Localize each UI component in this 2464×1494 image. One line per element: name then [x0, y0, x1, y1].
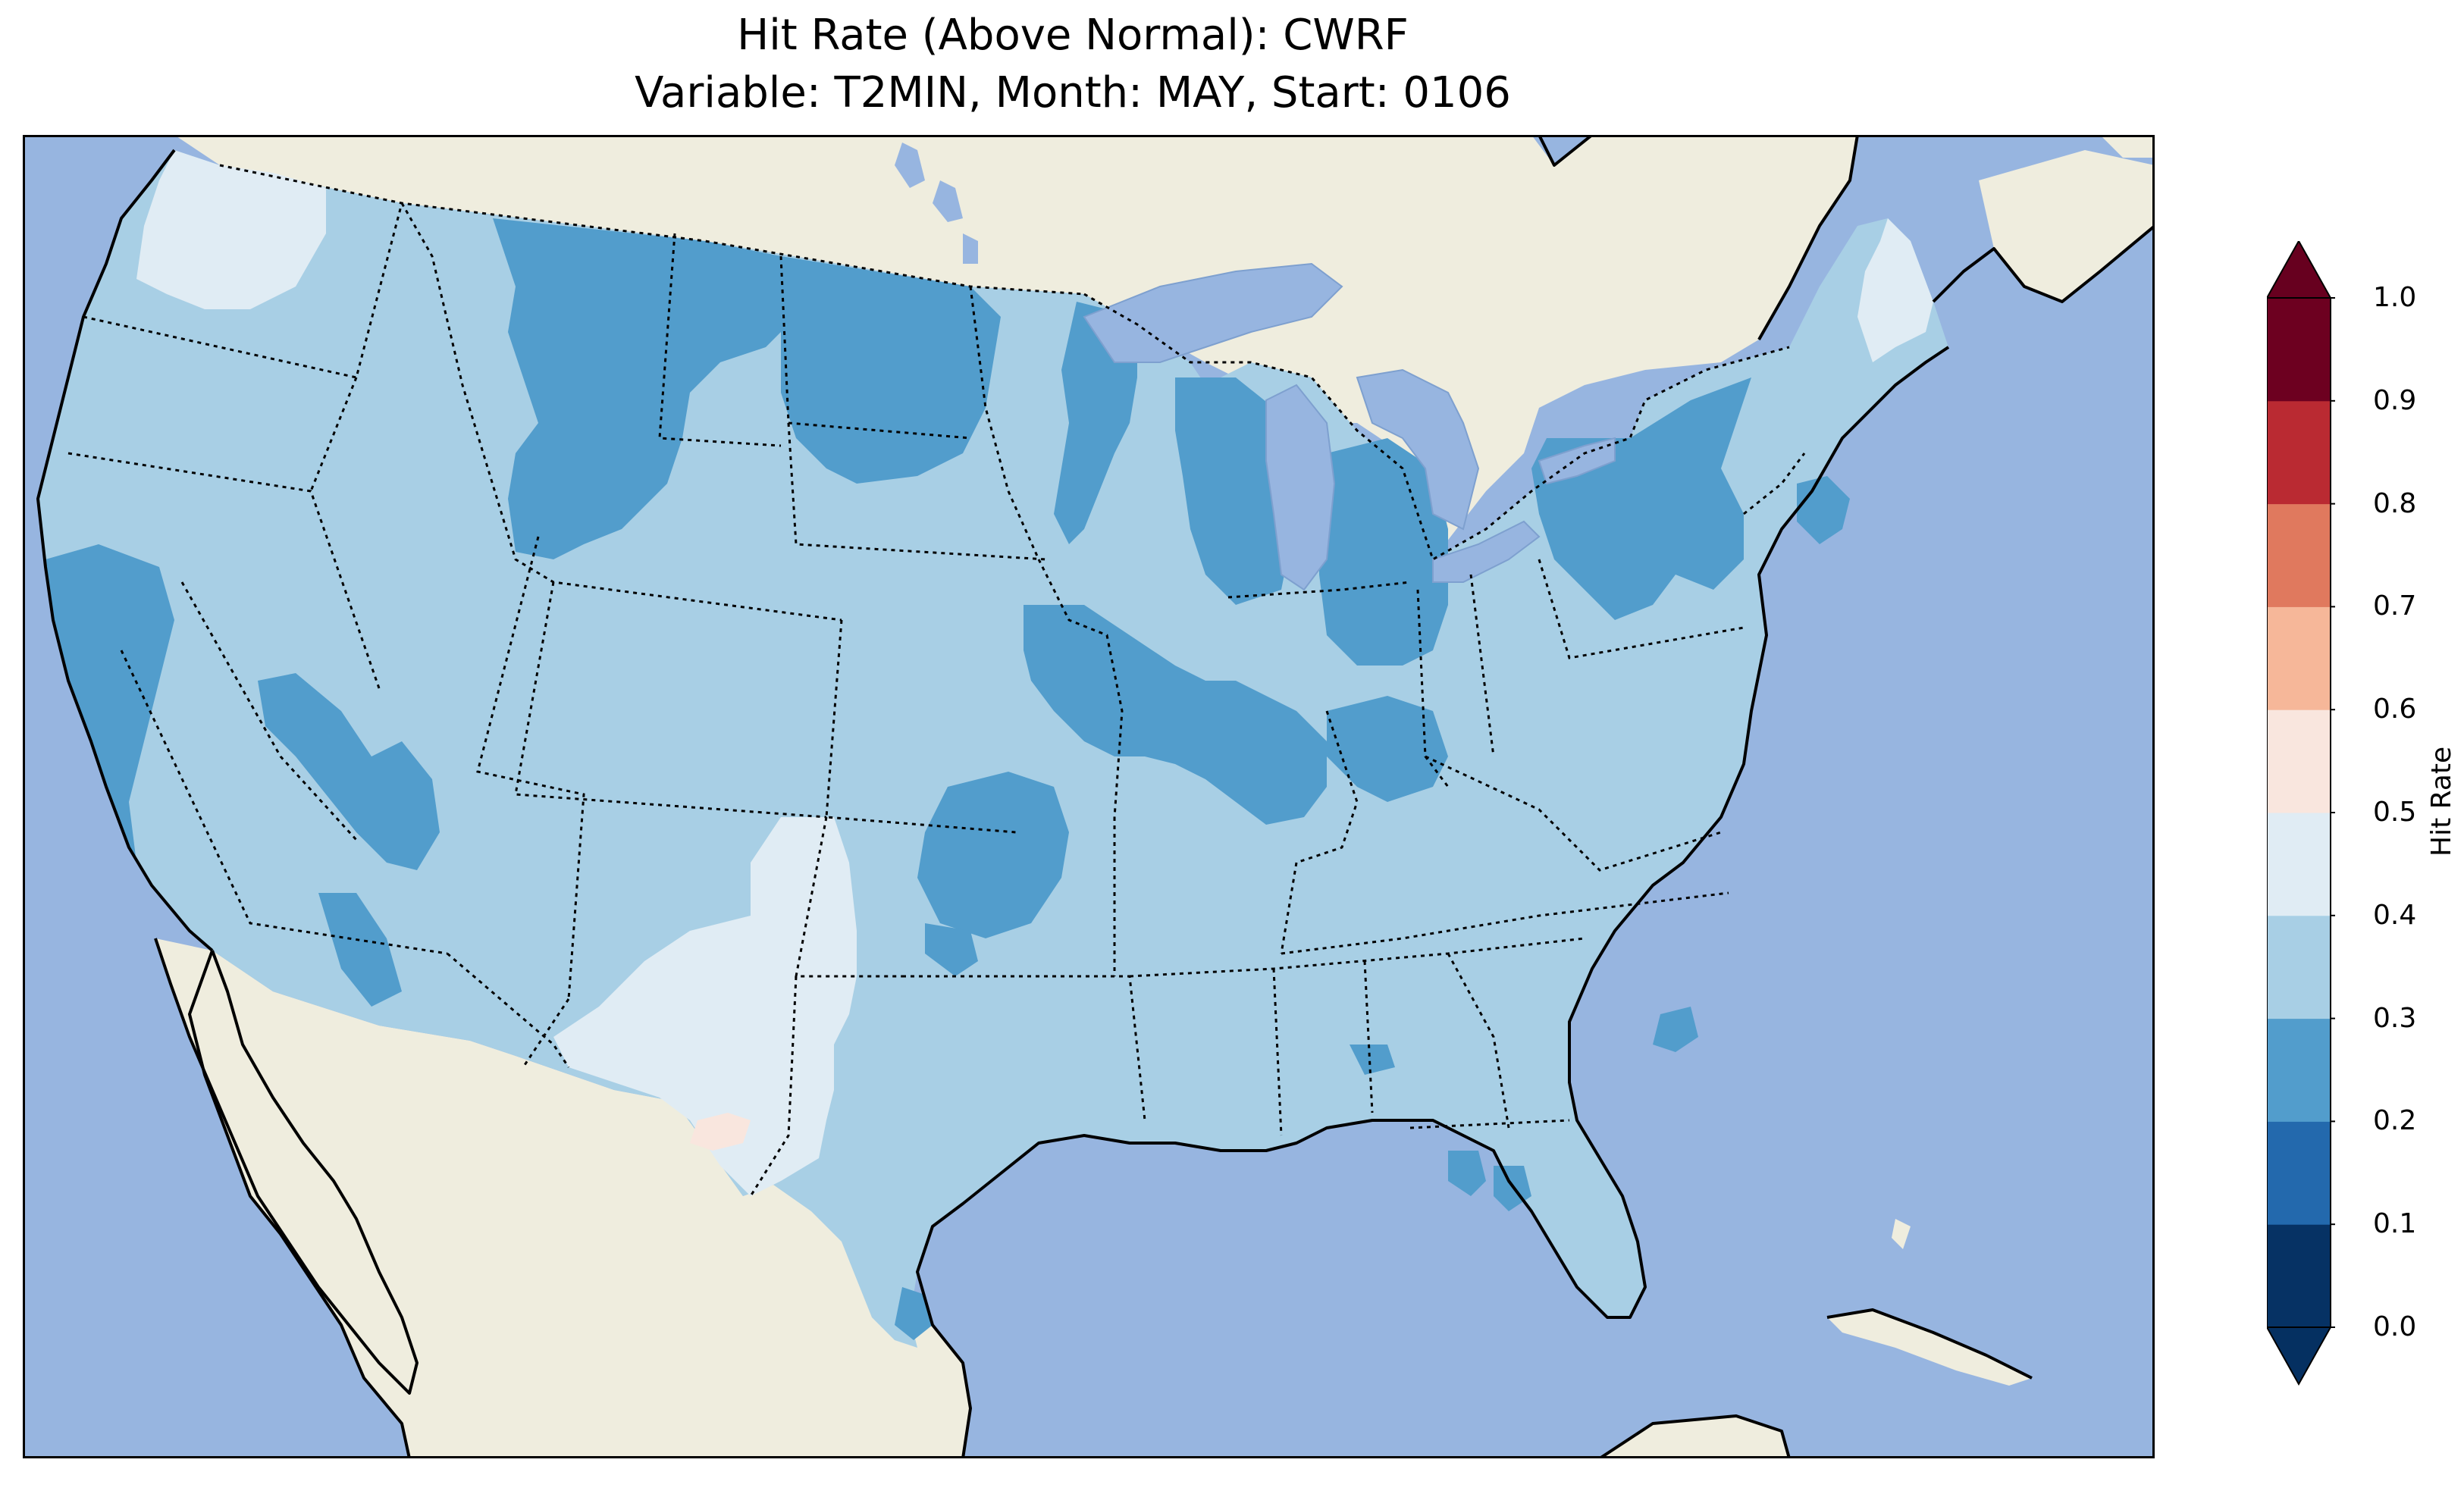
- field-bin-0.5-0.6: [690, 1113, 751, 1151]
- canada-lakes: [895, 143, 978, 264]
- coastlines: [36, 135, 2155, 1458]
- borders: [67, 164, 1806, 1197]
- colorbar-bin: [2267, 813, 2331, 916]
- colorbar-bin: [2267, 1121, 2331, 1225]
- colorbar-frame: [2267, 297, 2331, 1328]
- baja-land: [155, 938, 417, 1393]
- colorbar-bin: [2267, 1018, 2331, 1122]
- colorbar-bin: [2267, 709, 2331, 813]
- colorbar-tick-label: 0.4: [2373, 899, 2417, 931]
- colorbar-tick-label: 0.3: [2373, 1002, 2417, 1034]
- colorbar-bin: [2267, 915, 2331, 1019]
- chart-title-line1: Hit Rate (Above Normal): CWRF: [737, 11, 1409, 60]
- colorbar-bin: [2267, 606, 2331, 710]
- newfoundland-land: [2100, 135, 2155, 158]
- colorbar-tick-label: 0.0: [2373, 1311, 2417, 1342]
- colorbar-label: Hit Rate: [2426, 746, 2457, 857]
- bahamas-land: [1892, 1219, 1911, 1249]
- colorbar-extend-top: [2267, 241, 2332, 299]
- canada-maritimes-land: [1979, 150, 2155, 302]
- chart-title-line2: Variable: T2MIN, Month: MAY, Start: 0106: [635, 68, 1511, 117]
- conus-field-base: [38, 150, 1948, 1348]
- yucatan-land: [1600, 1416, 1789, 1458]
- map-panel: [23, 135, 2155, 1458]
- cuba-land: [1827, 1310, 2032, 1386]
- colorbar-tick-label: 0.7: [2373, 590, 2417, 622]
- colorbar-tick-label: 0.1: [2373, 1208, 2417, 1240]
- field-bin-0.2-0.3: [45, 218, 1850, 1340]
- colorbar-bin: [2267, 503, 2331, 607]
- colorbar-tick-label: 0.9: [2373, 384, 2417, 416]
- colorbar-bin: [2267, 400, 2331, 505]
- colorbar-tick-label: 0.5: [2373, 797, 2417, 828]
- colorbar-tick-label: 1.0: [2373, 282, 2417, 313]
- colorbar: [2267, 241, 2335, 1386]
- colorbar-bin: [2267, 1224, 2331, 1328]
- colorbar-tick-label: 0.6: [2373, 694, 2417, 725]
- map-frame: [23, 135, 2155, 1458]
- colorbar-tick-label: 0.8: [2373, 487, 2417, 519]
- field-bin-0.4-0.5: [136, 150, 1933, 1196]
- great-lakes: [1083, 262, 1616, 591]
- colorbar-bin: [2267, 298, 2331, 402]
- colorbar-extend-bottom: [2267, 1326, 2332, 1386]
- colorbar-tick-label: 0.2: [2373, 1105, 2417, 1137]
